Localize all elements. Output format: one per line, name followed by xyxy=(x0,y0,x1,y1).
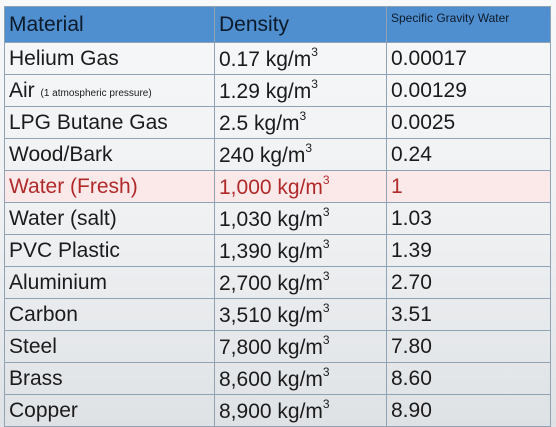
density-exponent: 3 xyxy=(305,141,313,155)
density-exponent: 3 xyxy=(322,205,330,219)
material-cell: Steel xyxy=(4,330,215,363)
density-cell: 1,390 kg/m3 xyxy=(214,234,387,267)
density-value: 1,390 kg/m xyxy=(219,240,323,263)
density-cell: 240 kg/m3 xyxy=(214,138,387,171)
material-name: Water (Fresh) xyxy=(9,174,138,198)
table-row: Aluminium 2,700 kg/m3 2.70 xyxy=(4,266,551,299)
header-density: Density xyxy=(214,6,387,43)
specific-gravity-cell: 7.80 xyxy=(386,330,551,363)
specific-gravity-cell: 0.24 xyxy=(386,138,551,171)
density-value: 0.17 kg/m xyxy=(219,48,312,71)
density-exponent: 3 xyxy=(299,109,307,123)
density-value: 3,510 kg/m xyxy=(219,304,323,327)
density-value: 1,030 kg/m xyxy=(219,208,323,231)
material-cell: Brass xyxy=(4,362,215,395)
density-cell: 7,800 kg/m3 xyxy=(214,330,387,363)
density-cell: 0.17 kg/m3 xyxy=(214,42,387,75)
specific-gravity-cell: 3.51 xyxy=(386,298,551,331)
table-row: Carbon 3,510 kg/m3 3.51 xyxy=(4,298,551,331)
material-note: (1 atmospheric pressure) xyxy=(40,87,152,99)
density-cell: 2,700 kg/m3 xyxy=(214,266,387,299)
density-exponent: 3 xyxy=(322,269,330,283)
table-row: Helium Gas 0.17 kg/m3 0.00017 xyxy=(4,42,551,75)
table-row: Water (salt) 1,030 kg/m3 1.03 xyxy=(4,202,551,235)
specific-gravity-cell: 1.39 xyxy=(386,234,551,267)
density-exponent: 3 xyxy=(322,301,330,315)
specific-gravity-cell: 8.60 xyxy=(386,362,551,395)
specific-gravity-cell: 2.70 xyxy=(386,266,551,299)
density-value: 8,600 kg/m xyxy=(219,368,323,391)
material-name: Brass xyxy=(9,366,63,390)
material-cell: PVC Plastic xyxy=(4,234,215,267)
density-exponent: 3 xyxy=(322,365,330,379)
density-cell: 1.29 kg/m3 xyxy=(214,74,387,107)
material-cell: Water (salt) xyxy=(4,202,215,235)
density-exponent: 3 xyxy=(322,237,330,251)
material-cell: Wood/Bark xyxy=(4,138,215,171)
density-exponent: 3 xyxy=(311,77,318,91)
density-value: 2.5 kg/m xyxy=(219,112,300,135)
density-exponent: 3 xyxy=(311,45,318,59)
density-exponent: 3 xyxy=(322,173,330,187)
density-value: 1,000 kg/m xyxy=(219,176,323,199)
material-cell: Helium Gas xyxy=(4,42,215,75)
material-name: LPG Butane Gas xyxy=(9,110,168,134)
material-cell: Air (1 atmospheric pressure) xyxy=(4,74,215,107)
header-row: Material Density Specific Gravity Water xyxy=(4,6,551,43)
table-body: Helium Gas 0.17 kg/m3 0.00017 Air (1 atmosp… xyxy=(4,42,551,427)
density-table: Material Density Specific Gravity Water … xyxy=(4,6,551,427)
table-row: Steel 7,800 kg/m3 7.80 xyxy=(4,330,551,363)
header-specific-gravity: Specific Gravity Water xyxy=(386,6,551,43)
table-row: PVC Plastic 1,390 kg/m3 1.39 xyxy=(4,234,551,267)
material-name: Copper xyxy=(9,398,78,422)
table-row: Copper 8,900 kg/m3 8.90 xyxy=(4,394,551,427)
material-name: PVC Plastic xyxy=(9,238,120,262)
material-name: Air xyxy=(9,78,35,102)
material-name: Wood/Bark xyxy=(9,142,113,166)
density-value: 240 kg/m xyxy=(219,144,306,167)
density-cell: 3,510 kg/m3 xyxy=(214,298,387,331)
material-name: Helium Gas xyxy=(9,46,119,70)
material-cell: LPG Butane Gas xyxy=(4,106,215,139)
density-value: 1.29 kg/m xyxy=(219,80,312,103)
density-cell: 2.5 kg/m3 xyxy=(214,106,387,139)
density-value: 8,900 kg/m xyxy=(219,400,323,423)
material-name: Steel xyxy=(9,334,57,358)
specific-gravity-cell: 1.03 xyxy=(386,202,551,235)
density-exponent: 3 xyxy=(322,397,330,411)
density-cell: 1,000 kg/m3 xyxy=(214,170,387,203)
table-row: Wood/Bark 240 kg/m3 0.24 xyxy=(4,138,551,171)
header-material: Material xyxy=(4,6,215,43)
table-row: Water (Fresh) 1,000 kg/m3 1 xyxy=(4,170,551,203)
density-exponent: 3 xyxy=(322,333,330,347)
specific-gravity-cell: 0.00017 xyxy=(386,42,551,75)
specific-gravity-cell: 1 xyxy=(386,170,551,203)
density-cell: 8,900 kg/m3 xyxy=(214,394,387,427)
material-cell: Copper xyxy=(4,394,215,427)
material-name: Aluminium xyxy=(9,270,108,294)
material-cell: Water (Fresh) xyxy=(4,170,215,203)
material-name: Carbon xyxy=(9,302,78,326)
specific-gravity-cell: 8.90 xyxy=(386,394,551,427)
density-value: 7,800 kg/m xyxy=(219,336,323,359)
density-cell: 1,030 kg/m3 xyxy=(214,202,387,235)
specific-gravity-cell: 0.00129 xyxy=(386,74,551,107)
density-value: 2,700 kg/m xyxy=(219,272,323,295)
density-cell: 8,600 kg/m3 xyxy=(214,362,387,395)
material-name: Water (salt) xyxy=(9,206,117,230)
table-row: Air (1 atmospheric pressure) 1.29 kg/m3 0.… xyxy=(4,74,551,107)
table-row: Brass 8,600 kg/m3 8.60 xyxy=(4,362,551,395)
material-cell: Carbon xyxy=(4,298,215,331)
table-row: LPG Butane Gas 2.5 kg/m3 0.0025 xyxy=(4,106,551,139)
specific-gravity-cell: 0.0025 xyxy=(386,106,551,139)
material-cell: Aluminium xyxy=(4,266,215,299)
